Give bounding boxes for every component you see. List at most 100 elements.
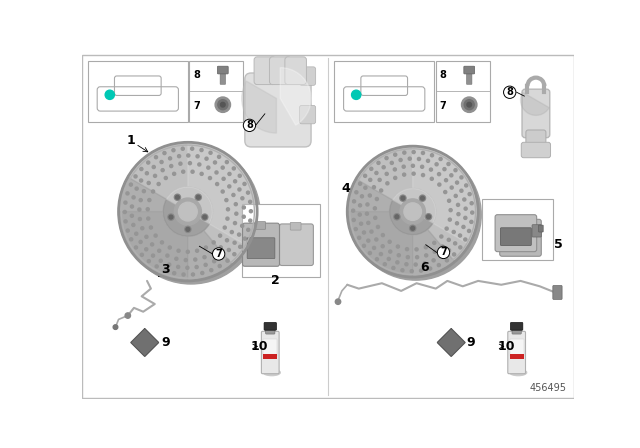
Circle shape — [352, 219, 355, 221]
Circle shape — [150, 243, 154, 246]
Circle shape — [205, 157, 208, 160]
Circle shape — [445, 227, 448, 230]
Circle shape — [456, 222, 458, 225]
Circle shape — [226, 259, 229, 262]
Circle shape — [163, 151, 166, 155]
Circle shape — [412, 172, 415, 175]
Circle shape — [140, 179, 143, 182]
Circle shape — [454, 168, 457, 172]
Circle shape — [149, 226, 152, 229]
Circle shape — [124, 220, 127, 223]
Circle shape — [358, 182, 362, 185]
Circle shape — [360, 195, 364, 198]
Circle shape — [381, 233, 385, 237]
Circle shape — [154, 174, 157, 177]
FancyBboxPatch shape — [300, 67, 316, 85]
Text: 5: 5 — [554, 238, 563, 251]
Circle shape — [230, 231, 234, 233]
Circle shape — [399, 159, 402, 162]
FancyBboxPatch shape — [280, 224, 314, 266]
FancyBboxPatch shape — [467, 73, 472, 84]
Circle shape — [401, 269, 404, 272]
Circle shape — [426, 214, 431, 220]
Circle shape — [447, 199, 451, 202]
Circle shape — [147, 260, 150, 263]
Circle shape — [202, 214, 208, 220]
Circle shape — [415, 248, 418, 251]
Circle shape — [429, 168, 433, 171]
Circle shape — [385, 172, 388, 176]
FancyBboxPatch shape — [553, 285, 562, 299]
Circle shape — [438, 183, 441, 186]
Circle shape — [410, 225, 416, 231]
Circle shape — [377, 161, 380, 164]
Circle shape — [238, 188, 241, 191]
Circle shape — [410, 270, 413, 273]
Circle shape — [470, 220, 473, 224]
Wedge shape — [280, 68, 311, 125]
Text: 10: 10 — [251, 340, 269, 353]
Circle shape — [222, 177, 225, 181]
Circle shape — [464, 238, 467, 241]
Circle shape — [423, 262, 426, 265]
Circle shape — [142, 190, 145, 193]
FancyBboxPatch shape — [539, 225, 543, 232]
Circle shape — [461, 97, 477, 112]
Circle shape — [445, 179, 447, 182]
FancyBboxPatch shape — [247, 238, 275, 258]
Circle shape — [173, 271, 176, 275]
Circle shape — [159, 259, 163, 262]
Wedge shape — [348, 179, 455, 277]
Circle shape — [125, 313, 131, 318]
Circle shape — [456, 181, 459, 184]
Circle shape — [401, 196, 405, 200]
Circle shape — [430, 177, 433, 181]
Circle shape — [364, 186, 367, 189]
Circle shape — [447, 249, 451, 252]
Wedge shape — [348, 211, 413, 277]
FancyBboxPatch shape — [532, 225, 541, 237]
Circle shape — [394, 168, 396, 171]
Circle shape — [396, 245, 399, 248]
Circle shape — [172, 149, 175, 152]
Circle shape — [425, 254, 428, 257]
Wedge shape — [242, 81, 276, 133]
Wedge shape — [188, 142, 257, 246]
Circle shape — [140, 168, 143, 171]
Bar — [436, 61, 490, 121]
Circle shape — [504, 86, 516, 99]
Text: 2: 2 — [271, 274, 280, 287]
Circle shape — [445, 259, 449, 262]
Circle shape — [214, 161, 216, 164]
Circle shape — [420, 269, 422, 272]
Circle shape — [440, 235, 443, 238]
Circle shape — [234, 180, 237, 183]
Circle shape — [174, 198, 202, 225]
Wedge shape — [520, 92, 549, 115]
Circle shape — [378, 178, 381, 181]
Circle shape — [431, 154, 433, 157]
Circle shape — [447, 163, 450, 166]
Circle shape — [358, 236, 361, 239]
Circle shape — [452, 253, 456, 256]
Text: 7: 7 — [193, 101, 200, 111]
Circle shape — [227, 249, 230, 251]
Circle shape — [201, 271, 204, 275]
Circle shape — [154, 234, 157, 237]
Circle shape — [369, 251, 371, 254]
Circle shape — [155, 265, 158, 268]
FancyBboxPatch shape — [269, 57, 291, 85]
Wedge shape — [413, 146, 478, 244]
Circle shape — [360, 222, 363, 225]
Text: 7: 7 — [440, 247, 447, 258]
Bar — [334, 61, 435, 121]
Circle shape — [419, 195, 426, 201]
Text: 8: 8 — [246, 121, 253, 130]
Wedge shape — [393, 189, 436, 223]
Circle shape — [459, 246, 462, 249]
Circle shape — [147, 217, 150, 220]
Circle shape — [238, 174, 241, 177]
Circle shape — [467, 229, 470, 233]
Circle shape — [241, 224, 244, 228]
Circle shape — [141, 227, 144, 230]
